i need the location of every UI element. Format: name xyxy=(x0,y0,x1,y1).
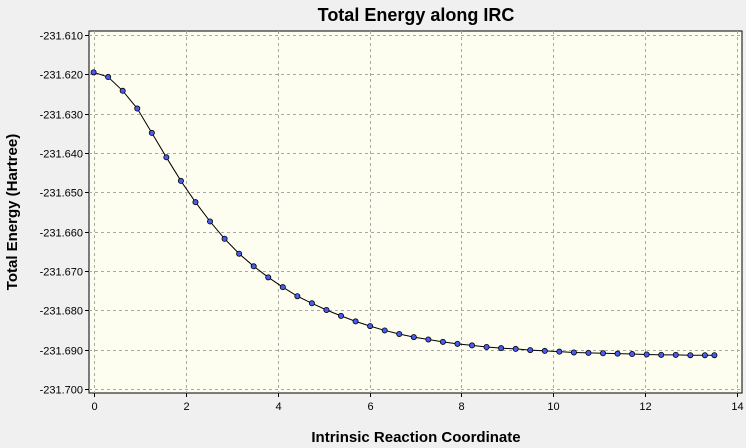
data-point xyxy=(643,351,650,358)
data-point xyxy=(483,343,490,350)
grid-lines xyxy=(89,31,742,393)
data-point xyxy=(512,345,519,352)
data-point xyxy=(236,250,243,257)
data-point xyxy=(221,235,228,242)
data-point xyxy=(687,352,694,359)
x-tick-label: 4 xyxy=(275,401,281,413)
y-tick-label: -231.700 xyxy=(40,385,83,397)
data-point xyxy=(308,300,315,307)
data-series xyxy=(90,69,718,359)
data-point xyxy=(570,349,577,356)
data-point xyxy=(265,274,272,281)
x-axis-label: Intrinsic Reaction Coordinate xyxy=(311,429,520,446)
data-point xyxy=(658,351,665,358)
y-tick-label: -231.630 xyxy=(40,110,83,122)
axis-ticks: 0 2 4 6 8 10 12 14 -231.610 -231.620 -231.630 -231.… xyxy=(40,31,744,414)
y-tick-label: -231.660 xyxy=(40,228,83,240)
data-point xyxy=(294,293,301,300)
y-tick-label: -231.690 xyxy=(40,346,83,358)
data-point xyxy=(134,105,141,112)
y-tick-label: -231.610 xyxy=(40,31,83,43)
data-point xyxy=(177,177,184,184)
data-point xyxy=(454,340,461,347)
data-point xyxy=(439,338,446,345)
data-point xyxy=(163,154,170,161)
data-point xyxy=(90,69,97,76)
data-point xyxy=(192,199,199,206)
data-point xyxy=(614,350,621,357)
data-point xyxy=(148,129,155,136)
x-tick-label: 6 xyxy=(367,401,373,413)
data-point xyxy=(527,347,534,354)
data-point xyxy=(556,348,563,355)
y-axis-label: Total Energy (Hartree) xyxy=(4,134,21,290)
x-tick-label: 14 xyxy=(731,401,743,413)
data-point xyxy=(498,345,505,352)
data-point xyxy=(425,336,432,343)
y-tick-label: -231.640 xyxy=(40,149,83,161)
data-point xyxy=(396,330,403,337)
data-point xyxy=(119,87,126,94)
chart-title: Total Energy along IRC xyxy=(318,5,515,25)
data-point xyxy=(207,218,214,225)
data-point xyxy=(410,334,417,341)
data-point xyxy=(541,347,548,354)
x-tick-label: 2 xyxy=(183,401,189,413)
data-point xyxy=(250,263,257,270)
data-point xyxy=(711,352,718,359)
data-point xyxy=(585,349,592,356)
data-point xyxy=(352,318,359,325)
data-point xyxy=(600,350,607,357)
x-tick-label: 8 xyxy=(458,401,464,413)
y-tick-label: -231.650 xyxy=(40,188,83,200)
data-point xyxy=(381,327,388,334)
x-tick-label: 12 xyxy=(639,401,651,413)
y-tick-label: -231.670 xyxy=(40,267,83,279)
data-point xyxy=(629,351,636,358)
data-point xyxy=(338,312,345,319)
y-tick-label: -231.620 xyxy=(40,70,83,82)
data-point xyxy=(672,351,679,358)
y-tick-label: -231.680 xyxy=(40,306,83,318)
data-point xyxy=(701,352,708,359)
x-tick-label: 10 xyxy=(547,401,559,413)
data-point xyxy=(323,306,330,313)
data-point xyxy=(105,74,112,81)
x-tick-label: 0 xyxy=(91,401,97,413)
data-point xyxy=(367,323,374,330)
data-point xyxy=(279,284,286,291)
data-point xyxy=(469,342,476,349)
plot-area xyxy=(88,30,743,394)
